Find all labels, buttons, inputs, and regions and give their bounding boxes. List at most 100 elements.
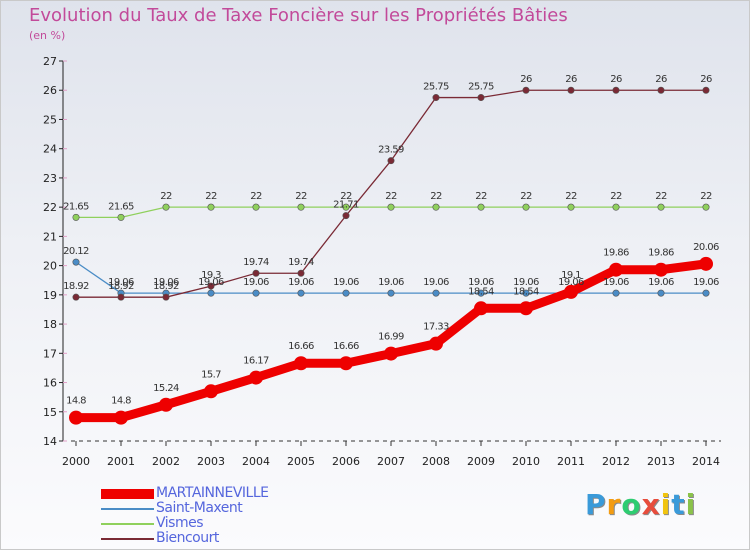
data-point-martainneville	[609, 262, 623, 277]
x-tick-label: 2011	[557, 455, 585, 468]
data-point-vismes	[342, 203, 350, 211]
data-label-saint-maxent: 19.06	[243, 277, 269, 288]
y-tick-label: 19	[43, 289, 57, 302]
legend-swatch-saint-maxent	[101, 508, 154, 510]
y-tick-label: 18	[43, 318, 57, 331]
data-point-biencourt	[342, 212, 350, 220]
data-label-saint-maxent: 19.06	[153, 277, 179, 288]
data-label-vismes: 21.65	[108, 201, 134, 212]
data-point-vismes	[162, 203, 170, 211]
x-tick-label: 2012	[602, 455, 630, 468]
legend-label-biencourt: Biencourt	[156, 530, 219, 546]
data-point-biencourt	[207, 282, 215, 290]
data-point-vismes	[432, 203, 440, 211]
data-label-martainneville: 19.86	[648, 248, 674, 259]
data-label-saint-maxent: 19.06	[693, 277, 719, 288]
data-label-biencourt: 26	[655, 74, 667, 85]
data-point-vismes	[387, 203, 395, 211]
data-point-saint-maxent	[252, 289, 260, 297]
legend-label-saint-maxent: Saint-Maxent	[156, 500, 243, 516]
data-point-saint-maxent	[342, 289, 350, 297]
data-point-martainneville	[429, 336, 443, 351]
data-label-saint-maxent: 19.06	[108, 277, 134, 288]
x-tick-label: 2013	[647, 455, 675, 468]
data-point-vismes	[72, 213, 80, 221]
y-tick-label: 20	[43, 260, 57, 273]
data-label-martainneville: 15.24	[153, 383, 179, 394]
data-label-martainneville: 16.17	[243, 356, 269, 367]
data-point-martainneville	[519, 301, 533, 316]
chart-subtitle: (en %)	[29, 29, 66, 42]
x-tick-label: 2004	[242, 455, 270, 468]
logo-letter: t	[671, 488, 686, 521]
data-label-martainneville: 20.06	[693, 242, 719, 253]
chart-title: Evolution du Taux de Taxe Foncière sur l…	[29, 5, 568, 26]
logo-letter: r	[606, 488, 622, 521]
data-label-saint-maxent: 20.12	[63, 246, 89, 257]
data-label-biencourt: 21.71	[333, 200, 359, 211]
data-point-vismes	[117, 213, 125, 221]
data-point-martainneville	[204, 384, 218, 399]
data-label-saint-maxent: 19.06	[513, 277, 539, 288]
data-point-saint-maxent	[657, 289, 665, 297]
data-point-biencourt	[162, 293, 170, 301]
data-label-martainneville: 19.1	[561, 270, 581, 281]
data-label-martainneville: 14.8	[66, 396, 86, 407]
data-point-biencourt	[612, 86, 620, 94]
x-tick-label: 2002	[152, 455, 180, 468]
series-layer	[69, 86, 713, 425]
data-label-biencourt: 25.75	[468, 82, 494, 93]
data-label-vismes: 22	[205, 191, 217, 202]
y-tick-label: 26	[43, 84, 57, 97]
data-label-martainneville: 14.8	[111, 396, 131, 407]
x-tick-label: 2006	[332, 455, 360, 468]
data-point-martainneville	[474, 301, 488, 316]
data-point-martainneville	[249, 370, 263, 385]
logo-letter: x	[641, 488, 661, 521]
data-point-martainneville	[384, 346, 398, 361]
data-point-vismes	[612, 203, 620, 211]
x-tick-label: 2001	[107, 455, 135, 468]
data-point-saint-maxent	[522, 289, 530, 297]
data-labels-layer: 20.12 19.06 19.06 19.06 19.06 19.06 19.06 19.06…	[63, 74, 719, 406]
data-label-vismes: 22	[385, 191, 397, 202]
data-point-biencourt	[72, 293, 80, 301]
data-label-vismes: 22	[295, 191, 307, 202]
data-label-martainneville: 16.66	[333, 341, 359, 352]
data-point-biencourt	[657, 86, 665, 94]
data-label-saint-maxent: 19.06	[288, 277, 314, 288]
data-point-saint-maxent	[477, 289, 485, 297]
data-point-martainneville	[564, 284, 578, 299]
data-label-biencourt: 23.59	[378, 145, 404, 156]
data-point-vismes	[702, 203, 710, 211]
x-tick-label: 2008	[422, 455, 450, 468]
data-point-biencourt	[522, 86, 530, 94]
y-tick-label: 14	[43, 435, 57, 448]
logo-letter: P	[585, 488, 607, 521]
data-point-saint-maxent	[207, 289, 215, 297]
data-point-saint-maxent	[432, 289, 440, 297]
data-point-vismes	[657, 203, 665, 211]
data-label-biencourt: 19.74	[243, 257, 269, 268]
data-label-vismes: 22	[565, 191, 577, 202]
data-point-biencourt	[432, 94, 440, 102]
legend-label-martainneville: MARTAINNEVILLE	[156, 485, 269, 501]
data-point-biencourt	[477, 94, 485, 102]
data-label-biencourt: 18.92	[153, 281, 179, 292]
data-label-vismes: 22	[520, 191, 532, 202]
data-label-biencourt: 26	[565, 74, 577, 85]
data-label-vismes: 22	[700, 191, 712, 202]
data-point-vismes	[297, 203, 305, 211]
data-point-vismes	[207, 203, 215, 211]
data-label-biencourt: 26	[610, 74, 622, 85]
y-tick-label: 21	[43, 230, 57, 243]
data-label-vismes: 22	[655, 191, 667, 202]
data-point-vismes	[477, 203, 485, 211]
x-tick-label: 2009	[467, 455, 495, 468]
data-label-vismes: 21.65	[63, 201, 89, 212]
data-point-martainneville	[159, 397, 173, 412]
y-tick-label: 16	[43, 377, 57, 390]
data-label-biencourt: 19.3	[201, 270, 221, 281]
